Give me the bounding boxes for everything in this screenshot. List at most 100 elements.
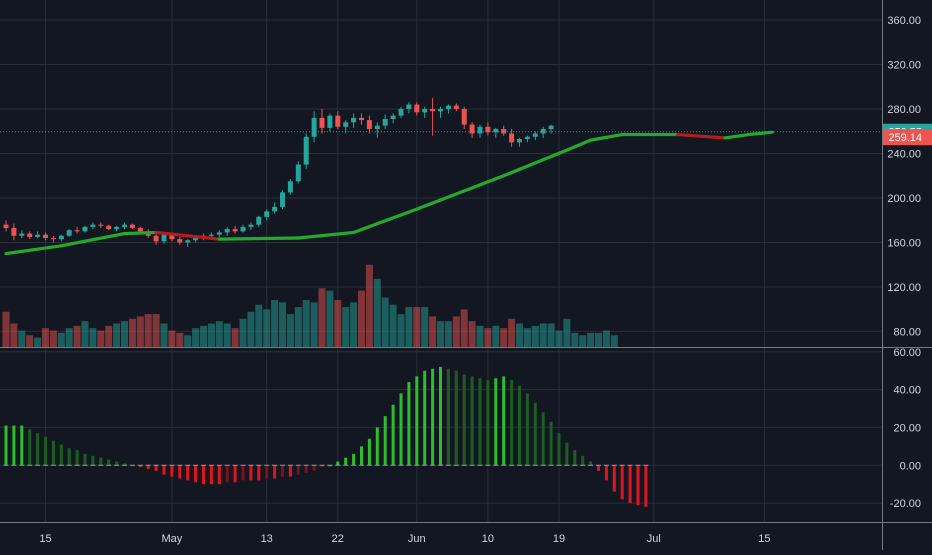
price-tick-label: 120.00	[887, 282, 921, 294]
candle-body	[3, 224, 9, 228]
volume-bar	[563, 318, 571, 347]
volume-bar	[200, 325, 207, 347]
candle-body	[374, 125, 380, 130]
candle-body	[106, 225, 112, 230]
volume-bar	[42, 328, 49, 347]
ma-price-tag	[883, 129, 932, 146]
price-tick-label: 160.00	[887, 237, 921, 249]
histogram-bar	[265, 465, 269, 479]
hist-tick-label: 60.00	[893, 347, 921, 359]
candle-body	[343, 122, 349, 127]
candle-body	[303, 136, 309, 165]
histogram-bar	[36, 433, 40, 466]
volume-bar	[73, 325, 81, 347]
candle-body	[66, 230, 72, 236]
histogram-bar	[407, 382, 411, 466]
volume-bar	[318, 288, 326, 347]
histogram-bar	[525, 393, 529, 466]
volume-bar	[215, 321, 223, 347]
candle-body	[351, 117, 357, 123]
candle-body	[129, 224, 135, 228]
candle-body	[445, 105, 451, 109]
volume-bar	[326, 290, 334, 347]
volume-bar	[57, 332, 65, 347]
histogram-bar	[233, 465, 237, 483]
histogram-bar	[383, 416, 387, 466]
candle-body	[406, 104, 412, 109]
histogram-bar	[604, 465, 608, 481]
candle-body	[98, 224, 104, 226]
candle-body	[74, 230, 80, 232]
candle-body	[114, 226, 120, 230]
volume-bar	[421, 307, 429, 347]
histogram-bar	[162, 465, 166, 475]
histogram-bar	[154, 465, 158, 471]
volume-bar	[176, 332, 184, 347]
volume-bar	[144, 314, 152, 347]
candle-body	[216, 232, 222, 235]
candle-body	[193, 238, 199, 241]
histogram-bar	[202, 465, 205, 485]
histogram-bar	[67, 448, 71, 466]
histogram-bar	[478, 378, 482, 466]
histogram-bar	[28, 429, 32, 466]
histogram-bar	[431, 368, 435, 466]
volume-bar	[255, 304, 263, 347]
x-tick-label: 22	[332, 533, 344, 545]
ma-segment	[154, 230, 221, 241]
candle-body	[382, 119, 388, 126]
candle-body	[469, 124, 475, 134]
histogram-bar	[533, 402, 537, 466]
x-tick-label: 15	[39, 533, 51, 545]
volume-bar	[468, 321, 476, 347]
candle-body	[540, 129, 546, 134]
ma-segment	[723, 132, 751, 140]
histogram-bar	[123, 463, 126, 466]
histogram-bar	[99, 457, 103, 466]
histogram-bar	[597, 465, 600, 471]
histogram-bar	[146, 465, 150, 470]
candle-body	[398, 108, 404, 116]
candle-body	[335, 115, 341, 127]
volume-bar	[152, 314, 160, 347]
x-tick-label: 15	[758, 533, 770, 545]
volume-bar	[358, 290, 365, 347]
volume-bar	[18, 330, 26, 347]
volume-bar	[271, 300, 279, 347]
histogram-bar	[344, 457, 348, 466]
hist-tick-label: 40.00	[893, 385, 921, 397]
volume-bar	[10, 323, 18, 347]
volume-bar	[239, 318, 247, 347]
candle-body	[161, 234, 167, 242]
histogram-bar	[312, 465, 316, 471]
histogram-bar	[75, 450, 79, 466]
volume-bar	[437, 321, 444, 347]
candle-body	[248, 224, 254, 227]
ma-segment	[502, 148, 569, 178]
ma-segment	[352, 207, 419, 235]
volume-bar	[602, 330, 610, 347]
histogram-bar	[636, 465, 640, 505]
volume-bar	[105, 325, 113, 347]
histogram-bar	[454, 370, 458, 466]
histogram-bar	[288, 465, 292, 477]
histogram-bar	[44, 436, 47, 466]
volume-bar	[342, 307, 350, 347]
price-tick-label: 320.00	[887, 60, 921, 72]
histogram-bar	[541, 412, 545, 466]
histogram-bar	[241, 465, 245, 481]
price-tick-label: 360.00	[887, 15, 921, 27]
histogram-bar	[462, 374, 466, 466]
volume-bar	[508, 318, 516, 347]
ma-segment	[122, 230, 158, 236]
candle-body	[430, 108, 436, 112]
candle-body	[90, 224, 96, 227]
candle-body	[82, 226, 88, 232]
volume-bar	[547, 323, 555, 347]
price-tick-label: 240.00	[887, 148, 921, 160]
volume-bar	[429, 316, 437, 347]
volume-bar	[2, 311, 10, 347]
histogram-bar	[352, 453, 356, 466]
histogram-bar	[644, 465, 648, 507]
